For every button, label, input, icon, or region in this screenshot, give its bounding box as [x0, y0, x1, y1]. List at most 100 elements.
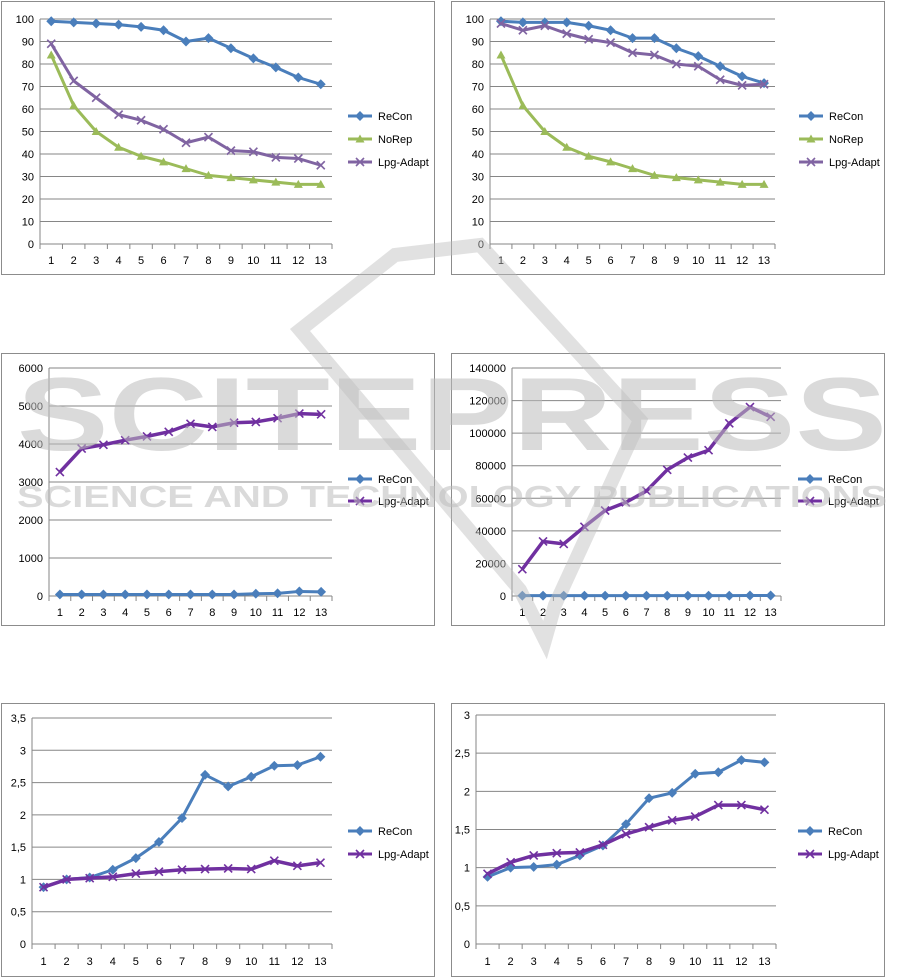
x-tick-label: 13: [314, 956, 326, 968]
point-lpg-adapt-1: [46, 39, 56, 49]
point-recon-11: [715, 61, 726, 72]
x-tick-label: 9: [685, 607, 691, 619]
point-recon-5: [136, 21, 147, 32]
x-tick-label: 3: [93, 255, 99, 267]
y-tick-label: 70: [472, 82, 484, 94]
x-tick-label: 1: [498, 255, 504, 267]
x-tick-label: 11: [724, 607, 735, 619]
point-norep-8: [649, 170, 659, 179]
y-tick-label: 20: [22, 194, 34, 206]
y-tick-label: 2,5: [11, 778, 26, 790]
point-lpg-adapt-legend: [355, 157, 365, 167]
y-tick-label: 30: [22, 172, 34, 184]
point-lpg-adapt-8: [644, 822, 654, 832]
legend-label-lpg-adapt: Lpg-Adapt: [829, 157, 880, 169]
x-tick-label: 6: [156, 956, 162, 968]
legend-item-norep: NoRep: [348, 134, 412, 146]
y-tick-label: 90: [472, 37, 484, 49]
point-recon-13: [316, 586, 327, 597]
point-lpg-adapt-12: [292, 861, 302, 871]
point-recon-3: [91, 18, 102, 29]
y-tick-label: 0: [37, 591, 43, 603]
chart-panel-ratio-2: 0 0,5 1 1,5 2 2,5 3 1 2 3 4 5 6 7 8 9 10 11 12 13 ReCon Lpg-A…: [451, 703, 885, 977]
x-tick-label: 5: [602, 607, 608, 619]
legend-item-lpg-adapt: Lpg-Adapt: [799, 157, 880, 169]
point-recon-2: [538, 590, 548, 601]
x-tick-label: 2: [64, 956, 70, 968]
y-tick-label: 60: [472, 104, 484, 116]
point-lpg-adapt-3: [529, 850, 539, 861]
point-norep-1: [496, 50, 506, 59]
x-tick-label: 3: [531, 956, 537, 968]
point-norep-8: [203, 170, 213, 179]
point-recon-10: [703, 590, 714, 601]
point-norep-9: [671, 173, 681, 182]
point-lpg-adapt-4: [120, 435, 130, 445]
point-lpg-adapt-6: [606, 38, 616, 48]
series-line-lpg-adapt: [42, 858, 321, 889]
legend-item-lpg-adapt: Lpg-Adapt: [798, 849, 879, 861]
y-tick-label: 90: [22, 37, 34, 49]
y-tick-label: 20: [472, 194, 484, 206]
y-tick-label: 0: [478, 239, 484, 251]
point-norep-1: [46, 50, 56, 59]
point-lpg-adapt-5: [600, 505, 610, 516]
legend-item-lpg-adapt: Lpg-Adapt: [798, 496, 879, 508]
point-lpg-adapt-5: [131, 869, 141, 879]
point-lpg-adapt-1: [482, 869, 493, 879]
point-recon-12: [745, 590, 755, 601]
x-tick-label: 8: [651, 255, 657, 267]
x-tick-label: 5: [138, 255, 144, 267]
x-tick-label: 5: [133, 956, 139, 968]
y-tick-label: 2,5: [455, 748, 470, 760]
series-line-lpg-adapt: [58, 411, 322, 474]
x-tick-label: 11: [272, 607, 283, 619]
y-tick-label: 60000: [475, 493, 506, 505]
point-lpg-adapt-7: [627, 48, 638, 58]
point-norep-5: [584, 151, 594, 160]
point-recon-3: [528, 861, 539, 872]
point-recon-legend: [805, 474, 815, 484]
point-lpg-adapt-7: [185, 419, 196, 429]
legend-item-recon: ReCon: [348, 474, 412, 486]
point-norep-5: [136, 151, 146, 160]
point-recon-legend: [355, 826, 365, 836]
point-recon-12: [293, 72, 304, 83]
point-lpg-adapt-4: [562, 29, 572, 39]
x-tick-label: 7: [623, 956, 629, 968]
point-lpg-adapt-11: [724, 418, 734, 428]
y-tick-label: 0: [500, 591, 506, 603]
point-recon-11: [269, 760, 280, 771]
point-lpg-adapt-13: [316, 409, 326, 419]
point-norep-3: [540, 127, 550, 135]
series-line-lpg-adapt: [49, 42, 322, 167]
point-recon-legend: [805, 826, 815, 836]
point-lpg-adapt-2: [69, 76, 79, 86]
legend-item-lpg-adapt: Lpg-Adapt: [348, 496, 429, 508]
x-tick-label: 9: [673, 255, 679, 267]
x-tick-label: 3: [542, 255, 548, 267]
x-tick-label: 11: [714, 255, 725, 267]
point-lpg-adapt-2: [518, 25, 528, 35]
point-norep-4: [562, 142, 572, 151]
x-tick-label: 4: [564, 255, 570, 267]
y-tick-label: 100: [16, 14, 34, 26]
x-tick-label: 9: [231, 607, 237, 619]
point-lpg-adapt-1: [55, 467, 65, 477]
legend-label-recon: ReCon: [378, 111, 412, 123]
x-tick-label: 5: [144, 607, 150, 619]
chart-panel-ratio-1: 0 0,5 1 1,5 2 2,5 3 3,5 1 2 3 4 5 6 7 8 9 10 11 12 13 ReCon Lp…: [1, 703, 435, 977]
point-lpg-adapt-9: [229, 418, 239, 428]
point-lpg-adapt-legend: [805, 496, 815, 506]
y-tick-label: 3000: [19, 477, 43, 489]
point-lpg-adapt-8: [662, 465, 672, 475]
y-tick-label: 40000: [475, 526, 506, 538]
legend-label-lpg-adapt: Lpg-Adapt: [378, 496, 429, 508]
x-tick-label: 1: [484, 956, 490, 968]
point-recon-13: [765, 590, 776, 601]
point-lpg-adapt-9: [671, 59, 681, 69]
series-line-lpg-adapt: [486, 803, 765, 876]
y-tick-label: 1: [464, 863, 470, 875]
y-tick-label: 0: [464, 939, 470, 951]
